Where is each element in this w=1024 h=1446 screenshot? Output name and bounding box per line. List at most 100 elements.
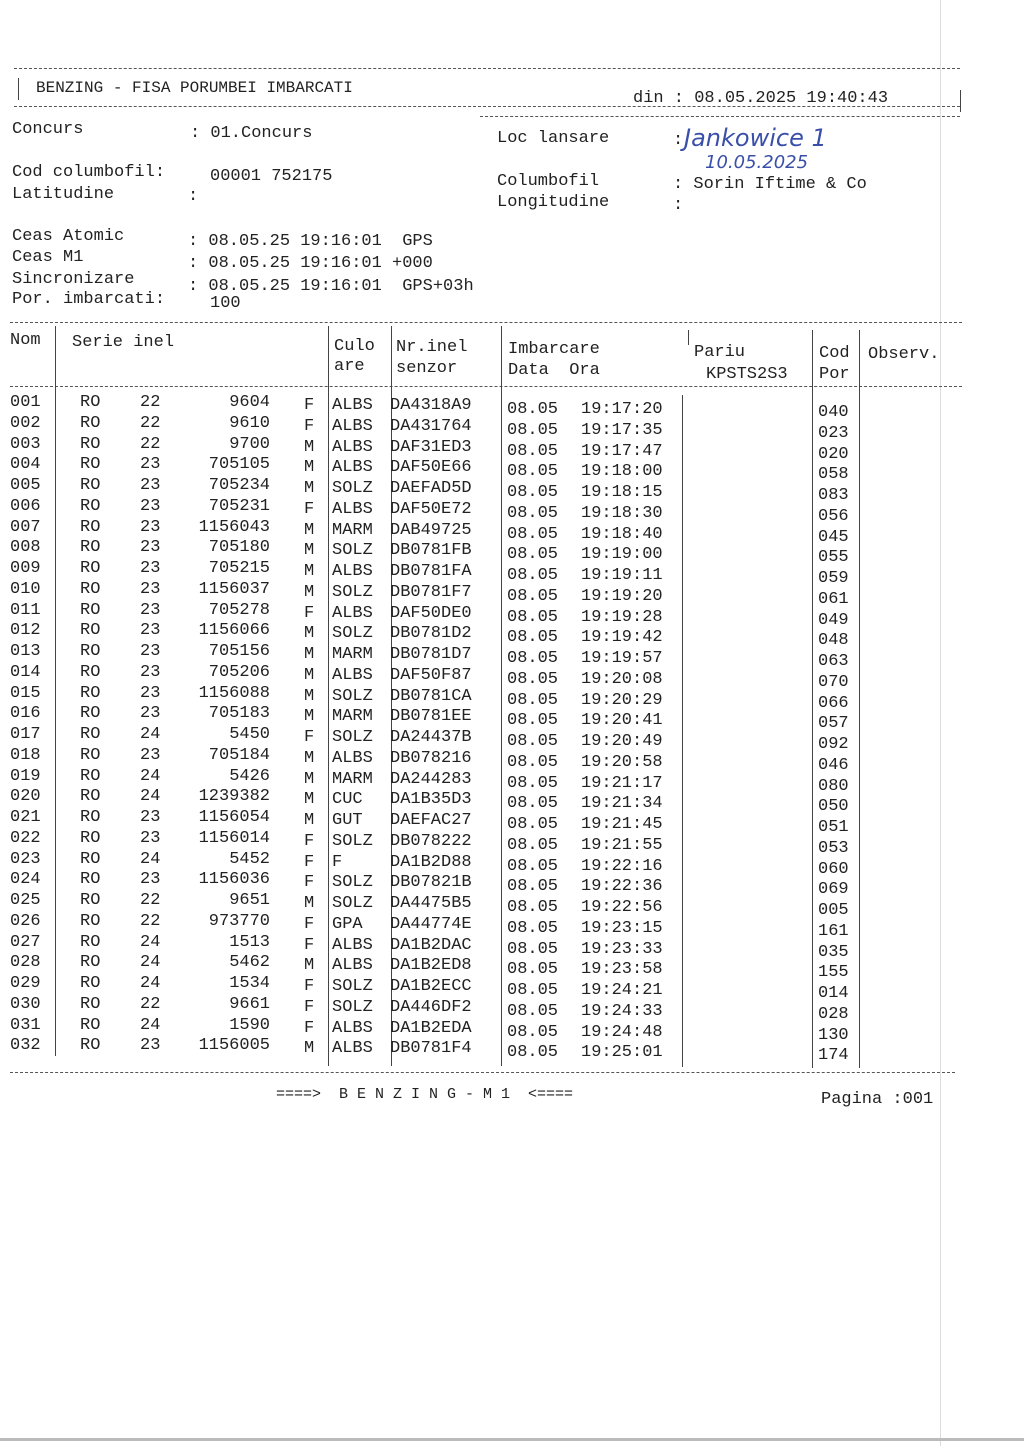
- cell-sensor-ring: DA1B2ECC: [390, 977, 472, 996]
- cell-date: 08.05: [507, 545, 559, 565]
- header-kpsts2s3: KPSTS2S3: [706, 365, 788, 384]
- cell-date: 08.05: [507, 939, 559, 959]
- cell-time: 19:21:17: [581, 773, 663, 793]
- cell-nom: 024: [10, 870, 41, 890]
- cell-ring-number: 1156066: [198, 621, 270, 641]
- cell-color: SOLZ: [332, 997, 373, 1017]
- cell-cod-por: 061: [818, 589, 849, 609]
- cell-sex: M: [304, 686, 315, 706]
- cell-color: ALBS: [332, 748, 373, 768]
- table-row: 014 RO 23 705206 M ALBS DAF50F87 08.05 19:20:08 0…: [0, 662, 1000, 691]
- column-divider: [812, 330, 813, 1068]
- cell-country: RO: [80, 413, 101, 433]
- cell-cod-por: 020: [818, 444, 849, 464]
- cell-nom: 004: [10, 455, 41, 475]
- cell-country: RO: [80, 517, 101, 537]
- cell-country: RO: [80, 579, 101, 599]
- header-culoare-2: are: [334, 357, 365, 376]
- cell-color: SOLZ: [332, 894, 373, 913]
- cell-year: 23: [140, 476, 161, 495]
- table-row: 028 RO 24 5462 M ALBS DA1B2ED8 08.05 19:23:58 155: [0, 954, 1000, 981]
- cell-color: GUT: [332, 811, 363, 830]
- cell-country: RO: [80, 808, 101, 827]
- cell-country: RO: [80, 994, 101, 1014]
- cell-color: MARM: [332, 707, 373, 727]
- cell-time: 19:23:33: [581, 939, 663, 959]
- cell-cod-por: 057: [818, 714, 849, 734]
- cell-sensor-ring: DA44774E: [390, 914, 472, 934]
- header-culoare: Culo: [334, 337, 375, 356]
- cell-nom: 011: [10, 600, 41, 620]
- cell-time: 19:19:28: [581, 607, 663, 627]
- cell-date: 08.05: [507, 690, 559, 710]
- cell-nom: 014: [10, 662, 41, 682]
- cell-cod-por: 045: [818, 527, 849, 547]
- cod-columbofil-label: Cod columbofil:: [12, 163, 166, 182]
- cell-country: RO: [80, 683, 101, 703]
- cell-ring-number: 1590: [229, 1015, 270, 1035]
- divider: [14, 106, 960, 107]
- cell-ring-number: 1156014: [198, 828, 270, 848]
- cell-sex: F: [304, 396, 315, 415]
- cell-ring-number: 1513: [229, 932, 270, 952]
- cell-cod-por: 035: [818, 942, 849, 962]
- cell-date: 08.05: [507, 794, 559, 814]
- cell-cod-por: 049: [818, 610, 849, 630]
- cell-ring-number: 9700: [229, 434, 270, 454]
- cell-color: SOLZ: [332, 873, 373, 893]
- cell-ring-number: 1156037: [198, 579, 270, 599]
- cell-time: 19:19:57: [581, 649, 663, 668]
- cell-cod-por: 046: [818, 755, 849, 775]
- column-divider: [391, 326, 392, 1066]
- cell-time: 19:21:55: [581, 835, 663, 855]
- cell-country: RO: [80, 621, 101, 641]
- cell-sex: F: [304, 728, 315, 747]
- cell-country: RO: [80, 849, 101, 869]
- cell-color: ALBS: [332, 396, 373, 415]
- cell-ring-number: 705206: [208, 662, 270, 682]
- cell-date: 08.05: [507, 1001, 559, 1021]
- cell-time: 19:22:36: [581, 877, 663, 897]
- cell-sensor-ring: DA1B2DAC: [390, 935, 472, 955]
- cell-time: 19:21:45: [581, 815, 663, 834]
- cell-year: 23: [140, 455, 161, 475]
- cell-time: 19:21:34: [581, 794, 663, 814]
- cell-color: ALBS: [332, 1018, 373, 1038]
- cell-country: RO: [80, 662, 101, 682]
- cell-sex: M: [304, 562, 315, 581]
- cell-nom: 009: [10, 559, 41, 578]
- header-serie-inel: Serie inel: [72, 333, 175, 352]
- cell-year: 23: [140, 870, 161, 890]
- cell-country: RO: [80, 891, 101, 910]
- cell-color: SOLZ: [332, 582, 373, 602]
- cell-sensor-ring: DA24437B: [390, 728, 472, 747]
- cell-nom: 017: [10, 725, 41, 744]
- columbofil-value: : Sorin Iftime & Co: [673, 175, 867, 194]
- ceas-m1-label: Ceas M1: [12, 248, 84, 267]
- table-row: 024 RO 23 1156036 F SOLZ DB07821B 08.05 19:22:36…: [0, 870, 1000, 898]
- cell-country: RO: [80, 1015, 101, 1035]
- cell-time: 19:23:58: [581, 960, 663, 980]
- cell-nom: 031: [10, 1015, 41, 1035]
- cell-ring-number: 1156088: [198, 683, 270, 703]
- cell-cod-por: 040: [818, 403, 849, 422]
- cell-color: ALBS: [332, 1039, 373, 1059]
- cell-ring-number: 5450: [229, 725, 270, 744]
- cell-year: 24: [140, 932, 161, 952]
- cell-year: 24: [140, 974, 161, 993]
- cell-sensor-ring: DAEFAC27: [390, 811, 472, 830]
- cell-date: 08.05: [507, 441, 559, 461]
- table-row: 020 RO 24 1239382 M CUC DA1B35D3 08.05 19:21:34 0…: [0, 788, 1000, 815]
- cell-color: ALBS: [332, 665, 373, 685]
- cell-country: RO: [80, 1036, 101, 1056]
- cell-nom: 005: [10, 476, 41, 495]
- cell-year: 23: [140, 828, 161, 848]
- cell-cod-por: 051: [818, 818, 849, 837]
- cell-time: 19:22:16: [581, 856, 663, 876]
- cell-cod-por: 155: [818, 963, 849, 983]
- cell-sensor-ring: DB0781FB: [390, 541, 472, 561]
- cell-year: 23: [140, 662, 161, 682]
- scan-edge: [940, 0, 941, 1446]
- cell-cod-por: 060: [818, 859, 849, 879]
- cell-nom: 012: [10, 621, 41, 641]
